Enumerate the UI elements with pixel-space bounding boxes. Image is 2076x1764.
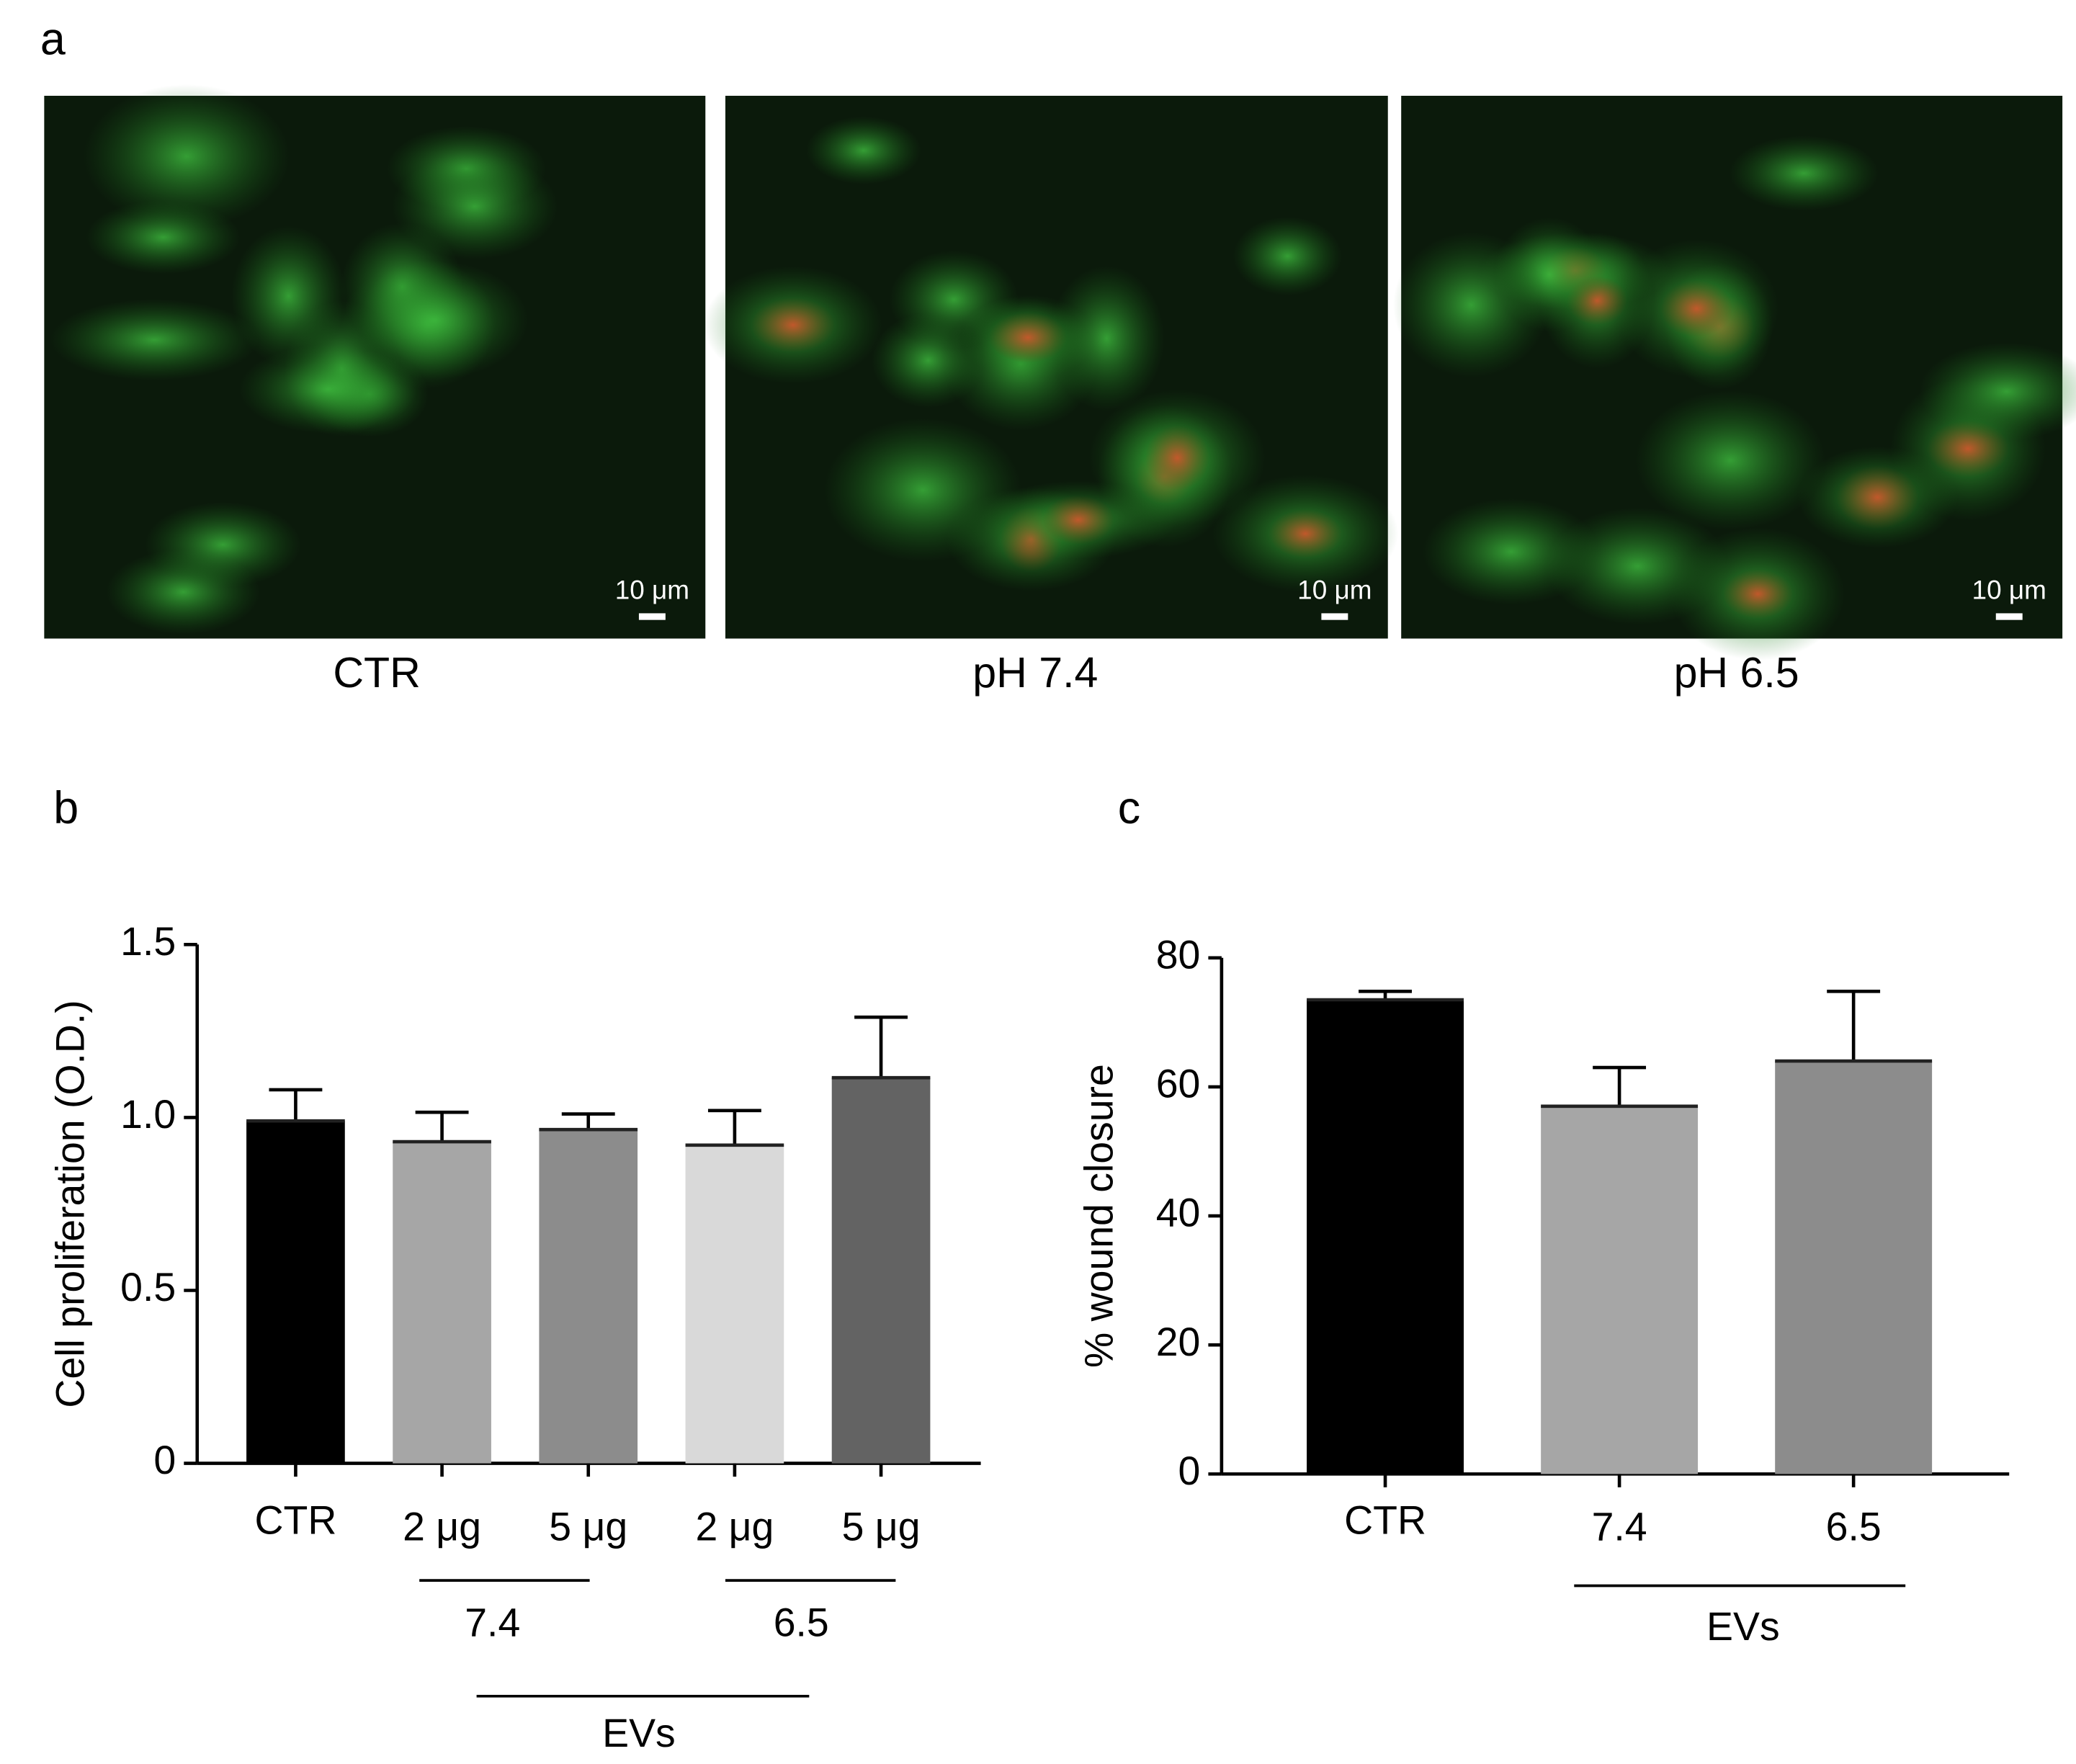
cell: [1232, 216, 1343, 296]
cell: [1392, 232, 1549, 378]
cell: [144, 501, 302, 588]
bar: [393, 1142, 491, 1464]
scale-bar: [1321, 613, 1348, 620]
bar: [1307, 999, 1464, 1474]
panel-label: a: [40, 14, 66, 65]
y-tick-label: 0: [1178, 1449, 1201, 1493]
scale-bar-label: 10 μm: [1297, 576, 1372, 605]
x-tick-label: 2 μg: [403, 1505, 481, 1549]
cell: [238, 344, 417, 434]
cell: [83, 84, 290, 228]
image-caption: pH 6.5: [1674, 648, 1799, 697]
x-tick-label: CTR: [255, 1497, 337, 1542]
y-tick-label: 20: [1156, 1320, 1201, 1364]
scale-bar: [1995, 613, 2023, 620]
cell: [871, 313, 985, 408]
cell: [341, 261, 529, 380]
cell: [1422, 498, 1600, 605]
cell: [50, 299, 259, 381]
cell-uptake: [751, 297, 836, 353]
y-tick-label: 40: [1156, 1191, 1201, 1235]
cell-uptake: [1836, 465, 1919, 529]
group-label: EVs: [602, 1711, 676, 1755]
cell: [86, 200, 241, 274]
cell-uptake: [1145, 425, 1210, 491]
x-tick-label: CTR: [1344, 1497, 1426, 1542]
scale-bar-label: 10 μm: [615, 576, 689, 605]
image-caption: CTR: [333, 648, 420, 697]
cell-uptake: [1269, 509, 1343, 558]
group-label: 6.5: [774, 1600, 829, 1645]
bar: [1541, 1106, 1699, 1474]
panel-label: c: [1118, 783, 1140, 833]
cell: [1048, 265, 1165, 411]
cell: [1918, 342, 2076, 441]
x-tick-label: 7.4: [1592, 1505, 1647, 1549]
group-label: EVs: [1706, 1604, 1780, 1649]
y-tick-label: 0: [153, 1438, 176, 1482]
y-axis-label: Cell proliferation (O.D.): [48, 1000, 93, 1407]
image-caption: pH 7.4: [972, 648, 1098, 697]
micrographs: [44, 84, 2076, 661]
bar: [685, 1145, 784, 1464]
cell-uptake: [1660, 280, 1733, 337]
scale-bar: [638, 613, 666, 620]
x-tick-label: 2 μg: [695, 1505, 774, 1549]
cell: [1635, 390, 1826, 530]
cell: [231, 225, 346, 367]
bar: [831, 1078, 931, 1464]
scale-bar-label: 10 μm: [1972, 576, 2046, 605]
cell-uptake: [1042, 495, 1114, 545]
y-tick-label: 80: [1156, 932, 1201, 977]
x-tick-label: 5 μg: [842, 1505, 921, 1549]
y-tick-label: 1.0: [120, 1092, 176, 1137]
y-tick-label: 0.5: [120, 1265, 176, 1309]
cell: [1729, 135, 1879, 211]
cell-uptake: [1722, 569, 1794, 619]
bar: [1775, 1061, 1933, 1474]
y-tick-label: 60: [1156, 1062, 1201, 1106]
y-tick-label: 1.5: [120, 919, 176, 964]
x-tick-label: 6.5: [1826, 1505, 1882, 1549]
bar: [246, 1121, 345, 1464]
panel-label: b: [53, 783, 79, 833]
y-axis-label: % wound closure: [1076, 1064, 1121, 1368]
bar: [539, 1129, 638, 1464]
cell: [805, 116, 921, 185]
x-tick-label: 5 μg: [549, 1505, 627, 1549]
group-label: 7.4: [465, 1600, 520, 1645]
